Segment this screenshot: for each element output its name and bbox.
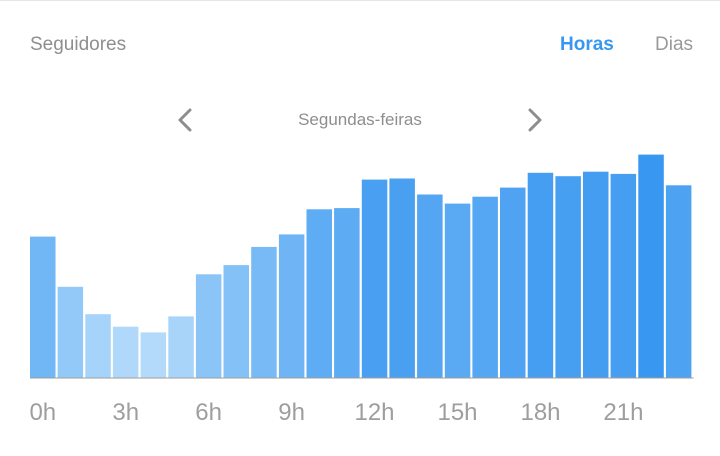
- bar-10h: [306, 209, 332, 378]
- bar-18h: [527, 172, 554, 378]
- bar-6h: [195, 274, 222, 378]
- chevron-right-icon: [528, 108, 542, 132]
- x-tick-label: 9h: [278, 399, 305, 426]
- x-tick-label: 3h: [112, 399, 139, 426]
- x-tick-label: 15h: [437, 399, 477, 426]
- bar-20h: [583, 171, 609, 378]
- x-tick-label: 6h: [195, 399, 222, 426]
- bar-17h: [500, 187, 526, 378]
- bar-5h: [168, 316, 194, 378]
- bar-7h: [223, 265, 249, 378]
- x-tick-label: 18h: [520, 399, 560, 426]
- chevron-left-icon: [178, 108, 192, 132]
- bar-22h: [638, 154, 664, 378]
- bar-9h: [278, 234, 305, 378]
- bar-8h: [251, 246, 277, 378]
- bar-1h: [57, 286, 84, 378]
- bar-15h: [444, 203, 471, 378]
- bar-2h: [85, 314, 111, 378]
- bar-19h: [555, 176, 581, 378]
- bar-23h: [665, 185, 692, 378]
- x-tick-label: 0h: [29, 399, 56, 426]
- selected-day-label: Segundas-feiras: [298, 110, 422, 129]
- bar-3h: [112, 326, 139, 378]
- bar-16h: [472, 196, 498, 378]
- x-tick-label: 21h: [603, 399, 643, 426]
- x-tick-label: 12h: [354, 399, 394, 426]
- bar-0h: [30, 236, 56, 378]
- next-day-button[interactable]: [518, 104, 550, 136]
- tab-hours[interactable]: Horas: [560, 34, 614, 55]
- bar-21h: [610, 173, 637, 378]
- tab-days[interactable]: Dias: [655, 34, 694, 55]
- bar-14h: [417, 194, 443, 378]
- followers-hourly-bar-chart: 0h 3h 6h 9h 12h 15h 18h 21h: [29, 154, 694, 426]
- top-divider: [0, 0, 720, 1]
- previous-day-button[interactable]: [170, 104, 202, 136]
- bar-13h: [389, 178, 415, 378]
- bar-12h: [361, 179, 388, 378]
- bar-11h: [334, 208, 360, 378]
- chart-title: Seguidores: [30, 34, 127, 55]
- bar-4h: [140, 332, 167, 378]
